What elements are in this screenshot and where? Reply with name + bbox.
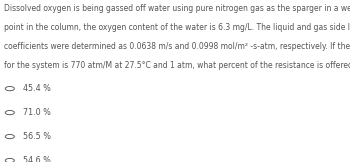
Text: for the system is 770 atm/M at 27.5°C and 1 atm, what percent of the resistance : for the system is 770 atm/M at 27.5°C an…: [4, 61, 350, 70]
Text: 56.5 %: 56.5 %: [23, 132, 51, 141]
Text: point in the column, the oxygen content of the water is 6.3 mg/L. The liquid and: point in the column, the oxygen content …: [4, 23, 350, 32]
Text: 71.0 %: 71.0 %: [23, 108, 51, 117]
Text: 45.4 %: 45.4 %: [23, 84, 51, 93]
Text: Dissolved oxygen is being gassed off water using pure nitrogen gas as the sparge: Dissolved oxygen is being gassed off wat…: [4, 4, 350, 13]
Text: coefficients were determined as 0.0638 m/s and 0.0998 mol/m² -s-atm, respectivel: coefficients were determined as 0.0638 m…: [4, 42, 350, 51]
Text: 54.6 %: 54.6 %: [23, 156, 51, 162]
